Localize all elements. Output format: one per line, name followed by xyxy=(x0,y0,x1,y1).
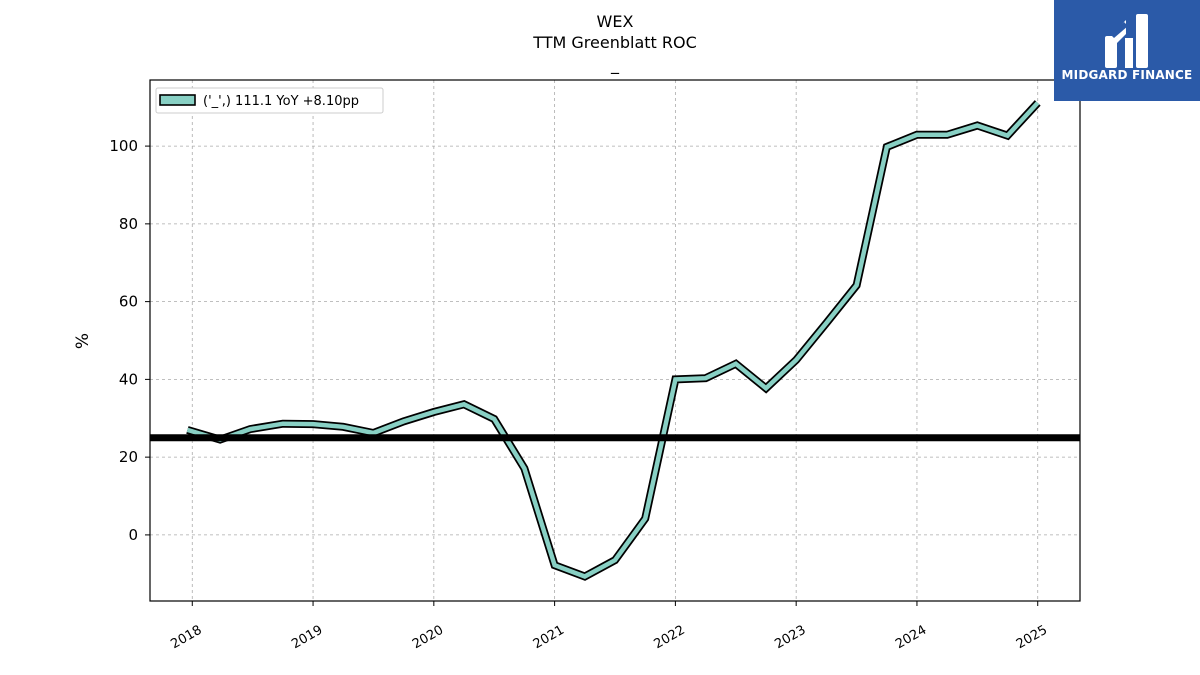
x-tick-label: 2018 xyxy=(168,623,204,653)
chart-title: WEX xyxy=(597,12,634,31)
y-tick-label: 60 xyxy=(119,293,138,311)
midgard-finance-logo: MIDGARD FINANCE xyxy=(1054,0,1200,101)
x-axis: 2018 2019 2020 2021 2022 2023 2024 2025 xyxy=(168,601,1050,652)
legend-box xyxy=(155,87,384,114)
legend-swatch xyxy=(159,94,196,106)
x-tick-label: 2020 xyxy=(410,623,446,653)
y-tick-label: 0 xyxy=(128,526,138,544)
series-line xyxy=(186,101,1040,579)
grid-lines xyxy=(150,80,1080,601)
chart-subtitle-underscore: _ xyxy=(610,55,620,75)
midgard-logo-icon xyxy=(1105,14,1148,68)
series-layer xyxy=(150,100,1080,581)
x-tick-label: 2021 xyxy=(531,623,567,653)
y-axis-label: % xyxy=(73,333,93,349)
y-tick-label: 80 xyxy=(119,215,138,233)
x-tick-label: 2022 xyxy=(652,623,688,653)
plot-frame xyxy=(149,79,1081,602)
x-tick-label: 2024 xyxy=(893,623,929,653)
x-tick-label: 2025 xyxy=(1014,623,1050,653)
logo-text: MIDGARD FINANCE xyxy=(1061,68,1193,82)
series-line-outline xyxy=(186,100,1041,581)
legend: ('_',) 111.1 YoY +8.10pp xyxy=(155,87,384,114)
y-axis: 0 20 40 60 80 100 xyxy=(109,137,150,544)
y-tick-label: 100 xyxy=(109,137,138,155)
x-tick-label: 2023 xyxy=(772,623,808,653)
y-tick-label: 40 xyxy=(119,370,138,388)
x-tick-label: 2019 xyxy=(289,623,325,653)
y-tick-label: 20 xyxy=(119,448,138,466)
chart-subtitle: TTM Greenblatt ROC xyxy=(532,33,697,52)
legend-label: ('_',) 111.1 YoY +8.10pp xyxy=(203,94,359,109)
